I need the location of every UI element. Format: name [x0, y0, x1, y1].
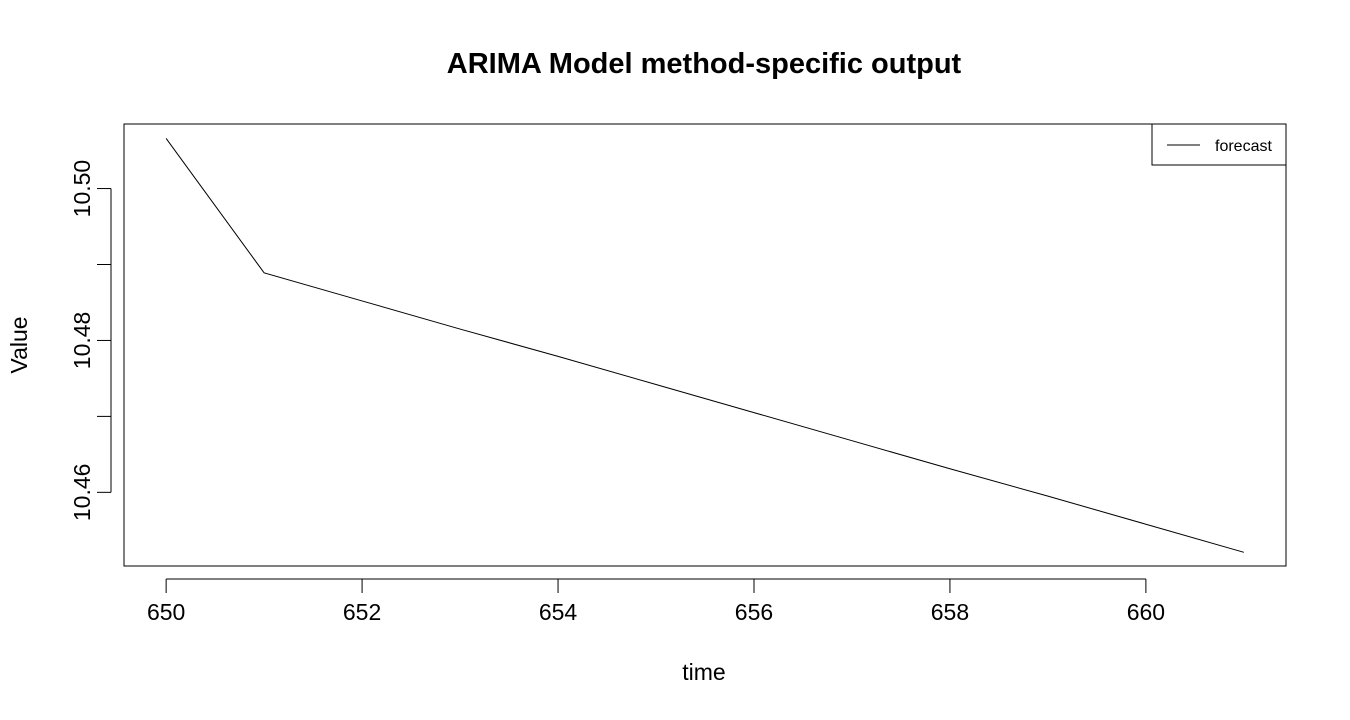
x-tick-label: 658 [931, 599, 969, 625]
x-axis-label: time [682, 659, 725, 685]
x-tick-label: 660 [1127, 599, 1165, 625]
x-tick-label: 656 [735, 599, 773, 625]
x-tick-label: 650 [147, 599, 185, 625]
x-axis: 650 652 654 656 658 660 [147, 578, 1165, 625]
plot-box [123, 123, 1287, 567]
x-tick-label: 654 [539, 599, 578, 625]
y-tick-label: 10.46 [69, 464, 95, 522]
y-tick-label: 10.48 [69, 312, 95, 370]
legend: forecast [1151, 123, 1287, 166]
x-tick-label: 652 [343, 599, 381, 625]
y-tick-label: 10.50 [69, 160, 95, 218]
y-axis: 10.46 10.48 10.50 [69, 160, 112, 522]
legend-label-forecast: forecast [1215, 138, 1272, 155]
chart-title: ARIMA Model method-specific output [447, 48, 962, 80]
series-line-forecast [165, 138, 1245, 553]
series-layer [165, 138, 1245, 553]
y-axis-label: Value [6, 316, 32, 373]
